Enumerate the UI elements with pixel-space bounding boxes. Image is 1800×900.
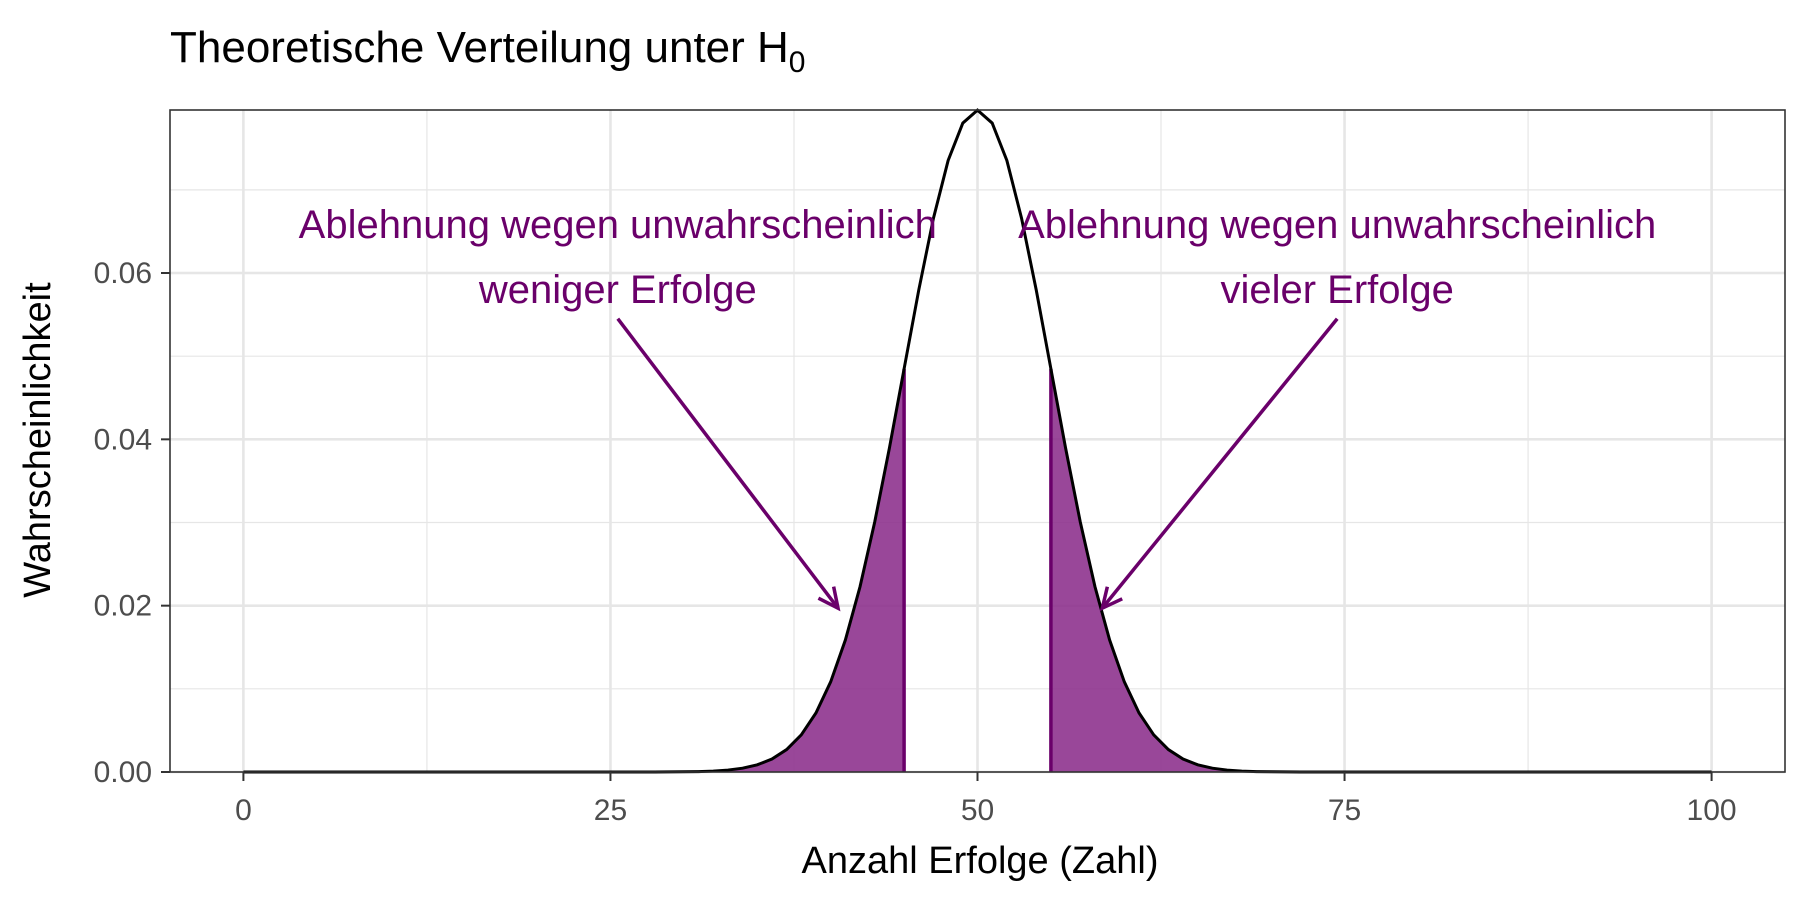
annotation-1-line-2: weniger Erfolge bbox=[478, 268, 757, 312]
y-axis-title: Wahrscheinlichkeit bbox=[17, 282, 59, 598]
annotation-1-line-1: Ablehnung wegen unwahrscheinlich bbox=[299, 203, 937, 247]
x-tick-label: 100 bbox=[1687, 794, 1737, 827]
annotation-arrow-1 bbox=[616, 317, 840, 610]
annotation-arrow-2 bbox=[1100, 317, 1339, 610]
rejection-region-fill-1 bbox=[243, 368, 905, 772]
y-tick-label: 0.04 bbox=[94, 423, 152, 456]
y-axis-ticks: 0.00 0.02 0.04 0.06 bbox=[94, 257, 170, 789]
rejection-region-fills bbox=[243, 368, 1712, 772]
chart-title-subscript: 0 bbox=[789, 46, 806, 79]
x-tick-label: 50 bbox=[961, 794, 994, 827]
y-tick-label: 0.02 bbox=[94, 590, 152, 623]
chart-title-text: Theoretische Verteilung unter H bbox=[170, 23, 789, 72]
annotation-arrowhead-1 bbox=[817, 586, 841, 612]
annotation-2-line-1: Ablehnung wegen unwahrscheinlich bbox=[1018, 203, 1656, 247]
annotation-arrowhead-2 bbox=[1099, 586, 1123, 612]
annotation-2-line-2: vieler Erfolge bbox=[1220, 268, 1453, 312]
annotations: Ablehnung wegen unwahrscheinlich weniger … bbox=[299, 203, 1656, 612]
x-tick-label: 0 bbox=[235, 794, 252, 827]
y-tick-label: 0.00 bbox=[94, 756, 152, 789]
x-tick-label: 75 bbox=[1328, 794, 1361, 827]
chart-title: Theoretische Verteilung unter H0 bbox=[170, 23, 805, 79]
x-axis-ticks: 0 25 50 75 100 bbox=[235, 772, 1737, 827]
y-tick-label: 0.06 bbox=[94, 257, 152, 290]
rejection-region-fill-2 bbox=[1050, 368, 1712, 772]
x-tick-label: 25 bbox=[594, 794, 627, 827]
x-axis-title: Anzahl Erfolge (Zahl) bbox=[802, 840, 1159, 882]
